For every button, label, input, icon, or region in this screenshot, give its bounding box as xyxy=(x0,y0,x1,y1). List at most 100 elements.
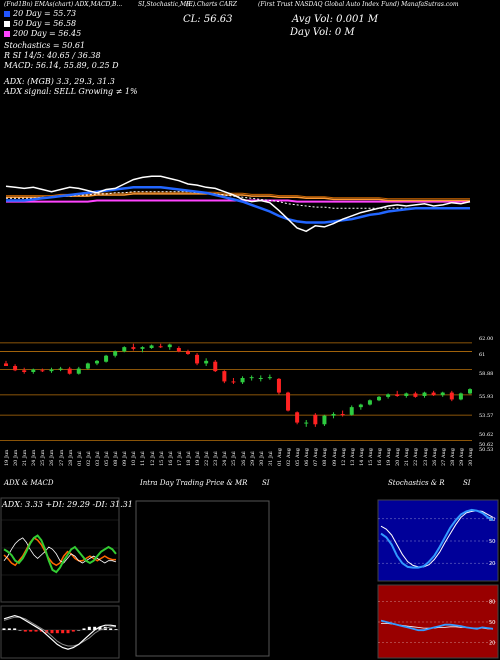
close-line xyxy=(5,175,471,233)
candle-body xyxy=(204,360,209,364)
candle-body xyxy=(231,381,236,383)
candle-body xyxy=(195,354,200,364)
stoch-tick-label: 50 xyxy=(489,539,495,545)
candle-body xyxy=(13,366,18,371)
stat-adx-signal: ADX signal: SELL Growing ≠ 1% xyxy=(4,87,138,96)
candle-body xyxy=(286,392,291,411)
candle-body xyxy=(85,363,90,369)
fund-name: (First Trust NASDAQ Global Auto Index Fu… xyxy=(258,1,459,8)
macd-hist-bar xyxy=(13,628,17,630)
macd-hist-bar xyxy=(82,628,86,630)
candle-body xyxy=(377,396,382,401)
intraday-panel-right: SI xyxy=(262,479,270,487)
macd-hist-bar xyxy=(7,628,11,630)
price-level-label: 50.62 xyxy=(479,432,494,438)
macd-hist-bar xyxy=(77,630,81,631)
candle-body xyxy=(22,370,27,372)
candle-body xyxy=(386,394,391,397)
stat-stochastics: Stochastics = 50.61 xyxy=(4,41,86,50)
macd-hist-bar xyxy=(71,630,75,632)
top-middle-label: SI,Stochastic,MR... xyxy=(138,1,197,8)
price-level-label: 62.00 xyxy=(479,336,494,342)
stoch-panel-title: Stochastics & R xyxy=(388,479,445,487)
candle-body xyxy=(158,346,163,348)
legend-label-20day: 20 Day = 55.73 xyxy=(13,9,77,18)
candle-body xyxy=(340,414,345,415)
candle-body xyxy=(449,392,454,400)
candle-body xyxy=(413,393,418,397)
candle-body xyxy=(349,407,354,415)
candle-body xyxy=(313,414,318,425)
stoch-tick-label: 20 xyxy=(489,561,495,567)
macd-hist-bar xyxy=(61,630,65,634)
rsi-tick-label: 50 xyxy=(489,620,495,626)
candle-body xyxy=(276,378,281,393)
ema-orange-line xyxy=(6,193,470,202)
price-level-label: 53.57 xyxy=(479,413,494,419)
top-left-banner: (Fnd1Bn) EMAs(chart) ADX,MACD,B... xyxy=(4,1,123,8)
adx-plus-di-line xyxy=(3,537,117,564)
candle-body xyxy=(358,404,363,408)
candle-body xyxy=(67,368,72,374)
stat-rsi: R SI 14/5: 40.65 / 36.38 xyxy=(4,51,101,60)
main-chart xyxy=(0,175,472,441)
legend-label-200day: 200 Day = 56.45 xyxy=(13,29,82,38)
rsi-tick-label: 20 xyxy=(489,640,495,646)
candle-body xyxy=(304,422,309,424)
macd-hist-bar xyxy=(87,626,91,630)
candle-body xyxy=(94,360,99,364)
day-vol-label: Day Vol: 0 M xyxy=(290,27,355,38)
candle-body xyxy=(213,361,218,372)
rsi-line xyxy=(380,619,494,632)
stoch-panel-frame xyxy=(377,499,499,582)
legend-item-200day: 200 Day = 56.45 xyxy=(4,29,138,39)
macd-hist-bar xyxy=(114,629,118,630)
candle-body xyxy=(167,344,172,348)
rsi-panel-frame xyxy=(377,584,499,659)
candle-body xyxy=(322,415,327,425)
macd-hist-bar xyxy=(29,630,33,632)
adx-panel-title: ADX & MACD xyxy=(4,479,54,487)
candle-body xyxy=(113,351,118,356)
macd-hist-bar xyxy=(55,630,59,634)
candle-body xyxy=(31,369,36,372)
legend-item-50day: 50 Day = 56.58 xyxy=(4,19,138,29)
intraday-panel-title: Intra Day Trading Price & MR xyxy=(140,479,248,487)
legend-swatch-200day xyxy=(4,31,10,37)
candle-body xyxy=(431,392,436,396)
candle-body xyxy=(149,345,154,348)
candle-body xyxy=(76,368,81,374)
rsi-tick-label: 80 xyxy=(489,600,495,606)
candle-body xyxy=(40,370,45,372)
macd-panel-frame xyxy=(0,605,120,659)
stat-adx: ADX: (MGB) 3.3, 29.3, 31.3 xyxy=(4,77,115,86)
candle-body xyxy=(140,347,145,349)
price-level-label: 55.93 xyxy=(479,394,494,400)
candle-body xyxy=(258,378,263,379)
macd-hist-bar xyxy=(109,628,113,630)
price-level-label: 50.53 xyxy=(479,447,494,453)
candle-body xyxy=(122,347,127,352)
candle-body xyxy=(176,348,181,352)
close-label: CL: 56.63 xyxy=(183,14,233,25)
ticker-info: (E) Charts CARZ xyxy=(186,1,237,8)
ema20-line xyxy=(6,186,470,224)
legend-swatch-20day xyxy=(4,11,10,17)
stoch-k-line xyxy=(380,508,494,569)
macd-hist-bar xyxy=(98,626,102,630)
candle-body xyxy=(104,355,109,362)
macd-signal-line xyxy=(3,616,116,647)
adx-readout: ADX: 3.33 +DI: 29.29 -DI: 31.31 xyxy=(2,500,133,509)
macd-hist-bar xyxy=(18,630,22,631)
macd-hist-bar xyxy=(2,628,6,630)
candle-body xyxy=(249,377,254,379)
candle-body xyxy=(131,347,136,349)
price-level-label: 58.88 xyxy=(479,371,494,377)
macd-hist-bar xyxy=(93,626,97,630)
candle-body xyxy=(367,400,372,405)
candle-body xyxy=(58,368,63,370)
price-level-label: 50.62 xyxy=(479,442,494,448)
legend-label-50day: 50 Day = 56.58 xyxy=(13,19,77,28)
adx-line xyxy=(3,534,117,574)
